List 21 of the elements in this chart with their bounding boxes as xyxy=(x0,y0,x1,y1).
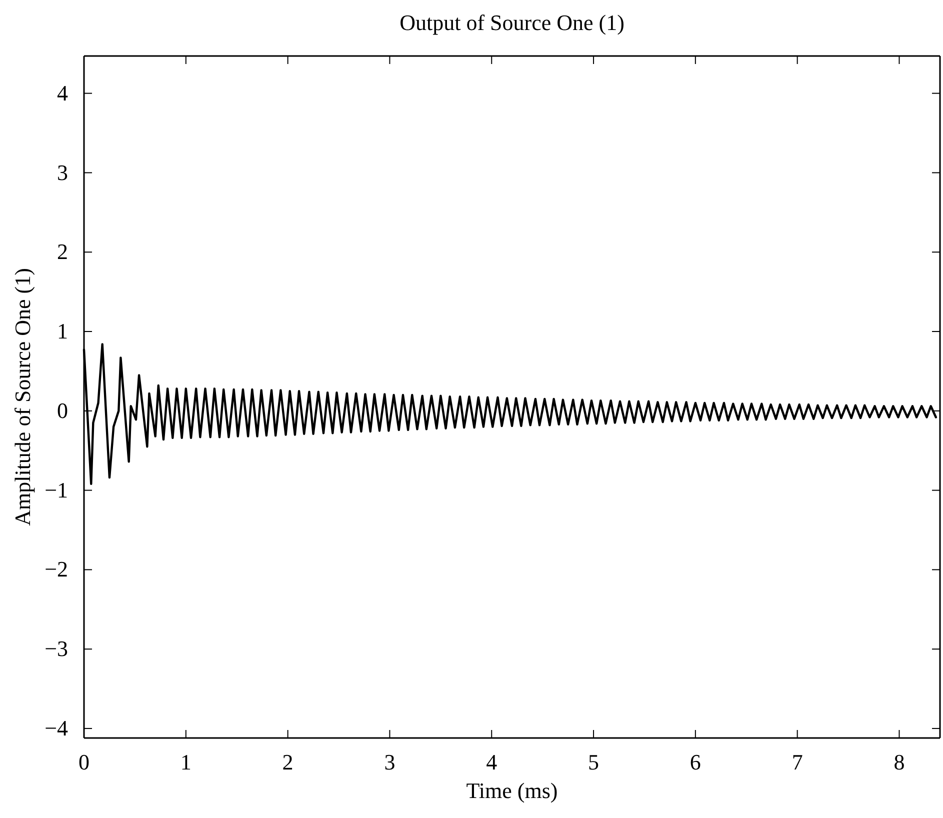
y-tick-label: 2 xyxy=(57,239,68,264)
x-tick-label: 3 xyxy=(384,750,396,775)
y-axis-title: Amplitude of Source One (1) xyxy=(10,268,35,526)
y-tick-label: −3 xyxy=(44,636,68,662)
y-tick-label: 3 xyxy=(57,160,68,185)
x-tick-label: 7 xyxy=(792,750,803,775)
x-tick-label: 1 xyxy=(180,750,192,775)
x-tick-label: 4 xyxy=(486,750,498,775)
x-tick-label: 5 xyxy=(588,750,600,775)
x-tick-label: 0 xyxy=(78,750,90,775)
y-tick-label: 4 xyxy=(57,80,68,106)
x-axis-title: Time (ms) xyxy=(466,778,558,803)
y-tick-label: −1 xyxy=(44,477,68,502)
y-tick-label: −4 xyxy=(44,716,68,741)
chart-title: Output of Source One (1) xyxy=(400,10,624,35)
y-tick-label: 0 xyxy=(57,398,68,423)
x-tick-label: 2 xyxy=(282,750,294,775)
x-tick-label: 8 xyxy=(894,750,905,775)
y-tick-label: 1 xyxy=(57,318,68,344)
x-tick-label: 6 xyxy=(690,750,701,775)
y-tick-label: −2 xyxy=(44,556,68,582)
